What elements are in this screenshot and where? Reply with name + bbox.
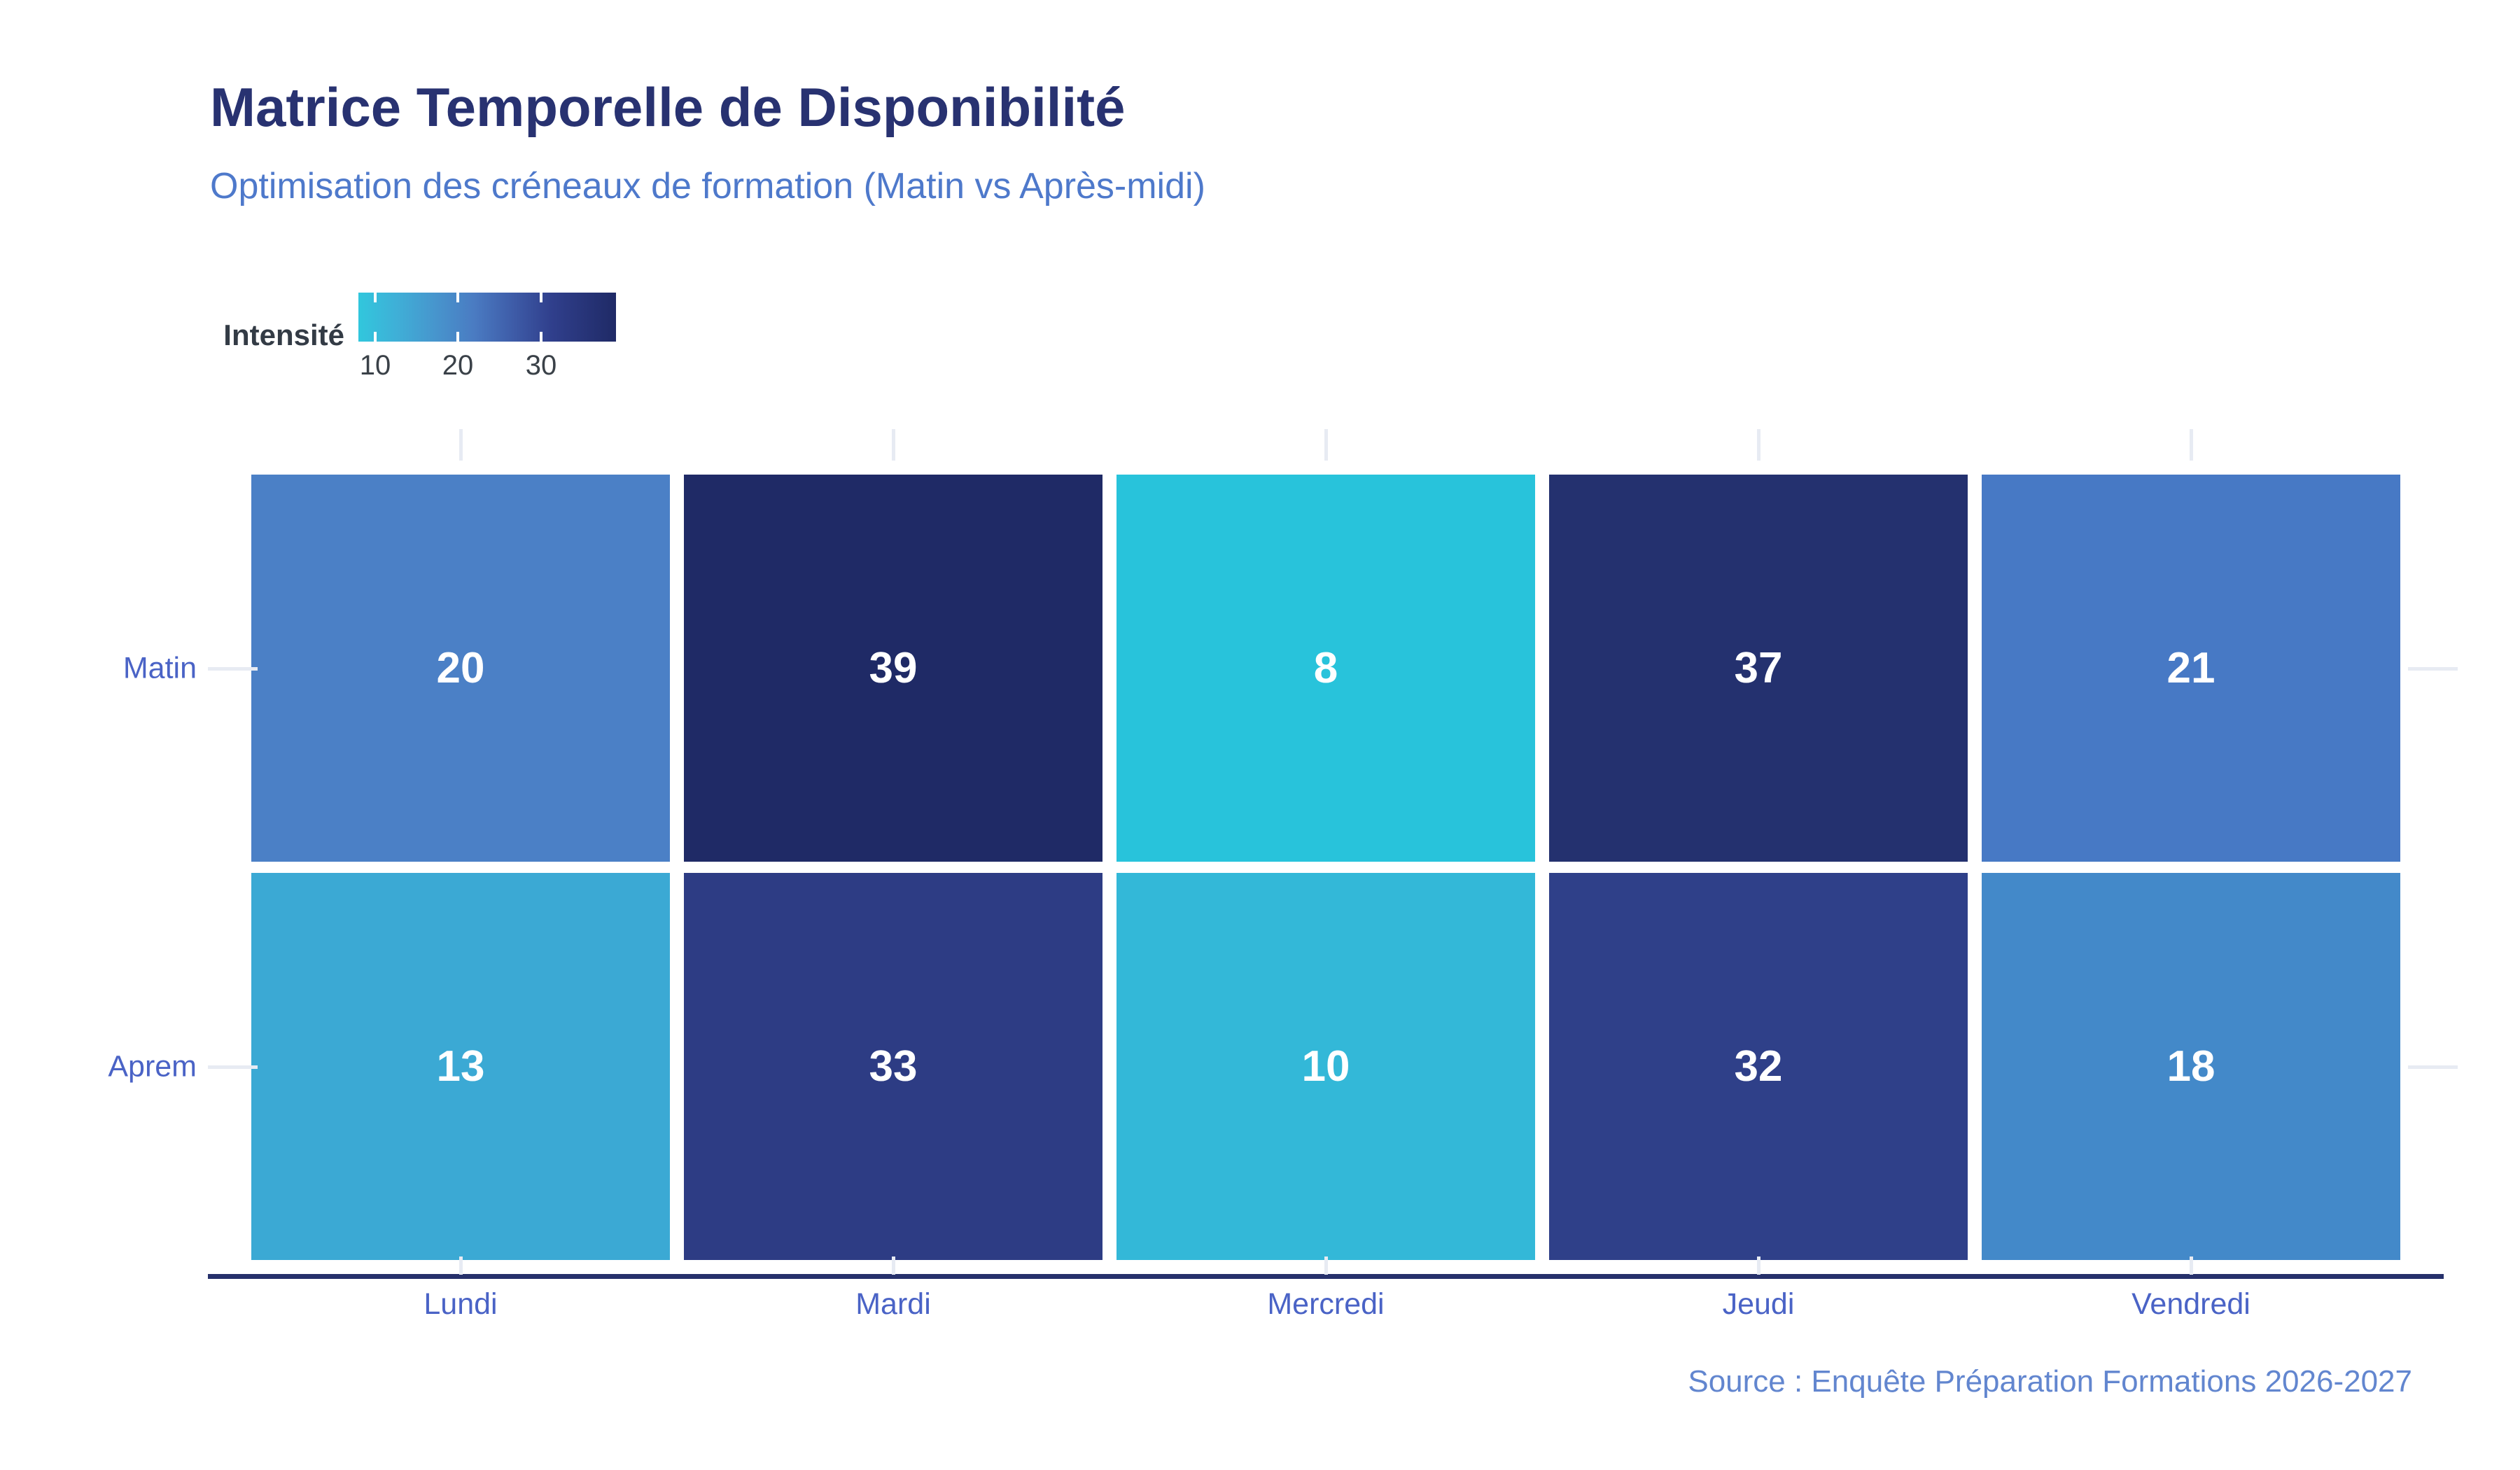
heatmap-cell-matin-mardi: 39 bbox=[684, 475, 1102, 862]
heatmap-cell-value: 20 bbox=[436, 644, 485, 692]
x-axis-line bbox=[208, 1274, 2444, 1279]
x-axis-label-jeudi: Jeudi bbox=[1722, 1287, 1795, 1321]
colorbar-gradient bbox=[358, 293, 616, 342]
source-caption: Source : Enquête Préparation Formations … bbox=[1688, 1364, 2412, 1399]
colorbar-tick-mark bbox=[374, 293, 377, 302]
heatmap-cell-aprem-lundi: 13 bbox=[251, 873, 670, 1260]
heatmap-cell-value: 21 bbox=[2166, 644, 2216, 692]
heatmap-cell-value: 18 bbox=[2166, 1042, 2216, 1091]
heatmap-cell-aprem-vendredi: 18 bbox=[1982, 873, 2400, 1260]
heatmap-cell-matin-lundi: 20 bbox=[251, 475, 670, 862]
heatmap: 20 39 8 37 21 13 33 10 32 18 bbox=[251, 475, 2400, 1260]
x-axis-tick-mark bbox=[1324, 429, 1328, 461]
x-axis-label-mardi: Mardi bbox=[855, 1287, 931, 1321]
colorbar-tick-label: 10 bbox=[359, 350, 391, 381]
x-axis-tick-mark bbox=[1757, 1256, 1760, 1275]
y-axis-tick-mark bbox=[2408, 666, 2458, 671]
x-axis-tick-mark bbox=[459, 1256, 463, 1275]
heatmap-cell-value: 39 bbox=[869, 644, 918, 692]
heatmap-cell-matin-mercredi: 8 bbox=[1116, 475, 1535, 862]
heatmap-cell-value: 33 bbox=[869, 1042, 918, 1091]
colorbar-tick-mark bbox=[456, 332, 459, 342]
x-axis-label-mercredi: Mercredi bbox=[1267, 1287, 1385, 1321]
colorbar-tick-mark bbox=[456, 293, 459, 302]
colorbar-label: Intensité bbox=[223, 318, 344, 351]
x-axis-tick-mark bbox=[1757, 429, 1760, 461]
colorbar-tick-label: 20 bbox=[442, 350, 474, 381]
heatmap-cell-value: 10 bbox=[1301, 1042, 1350, 1091]
y-axis-tick-mark bbox=[208, 1065, 258, 1069]
chart-title: Matrice Temporelle de Disponibilité bbox=[210, 76, 1126, 138]
x-axis-tick-mark bbox=[459, 429, 463, 461]
x-axis-label-lundi: Lundi bbox=[424, 1287, 498, 1321]
heatmap-cell-aprem-mardi: 33 bbox=[684, 873, 1102, 1260]
colorbar-tick-mark bbox=[374, 332, 377, 342]
heatmap-cell-matin-jeudi: 37 bbox=[1549, 475, 1968, 862]
heatmap-cell-matin-vendredi: 21 bbox=[1982, 475, 2400, 862]
x-axis-tick-mark bbox=[2190, 429, 2193, 461]
x-axis-tick-mark bbox=[2190, 1256, 2193, 1275]
y-axis-label-aprem: Aprem bbox=[108, 1049, 197, 1083]
heatmap-cell-value: 8 bbox=[1313, 644, 1338, 692]
y-axis-tick-mark bbox=[2408, 1065, 2458, 1069]
colorbar-tick-label: 30 bbox=[525, 350, 557, 381]
x-axis-tick-mark bbox=[1324, 1256, 1328, 1275]
heatmap-cell-value: 32 bbox=[1734, 1042, 1783, 1091]
colorbar-tick-mark bbox=[540, 332, 542, 342]
heatmap-cell-value: 37 bbox=[1734, 644, 1783, 692]
colorbar-tick-mark bbox=[540, 293, 542, 302]
x-axis-label-vendredi: Vendredi bbox=[2132, 1287, 2250, 1321]
heatmap-cell-aprem-jeudi: 32 bbox=[1549, 873, 1968, 1260]
heatmap-cell-aprem-mercredi: 10 bbox=[1116, 873, 1535, 1260]
x-axis-tick-mark bbox=[892, 429, 895, 461]
chart-subtitle: Optimisation des créneaux de formation (… bbox=[210, 166, 1205, 206]
y-axis-tick-mark bbox=[208, 666, 258, 671]
heatmap-cell-value: 13 bbox=[436, 1042, 485, 1091]
x-axis-tick-mark bbox=[892, 1256, 895, 1275]
y-axis-label-matin: Matin bbox=[122, 651, 197, 685]
